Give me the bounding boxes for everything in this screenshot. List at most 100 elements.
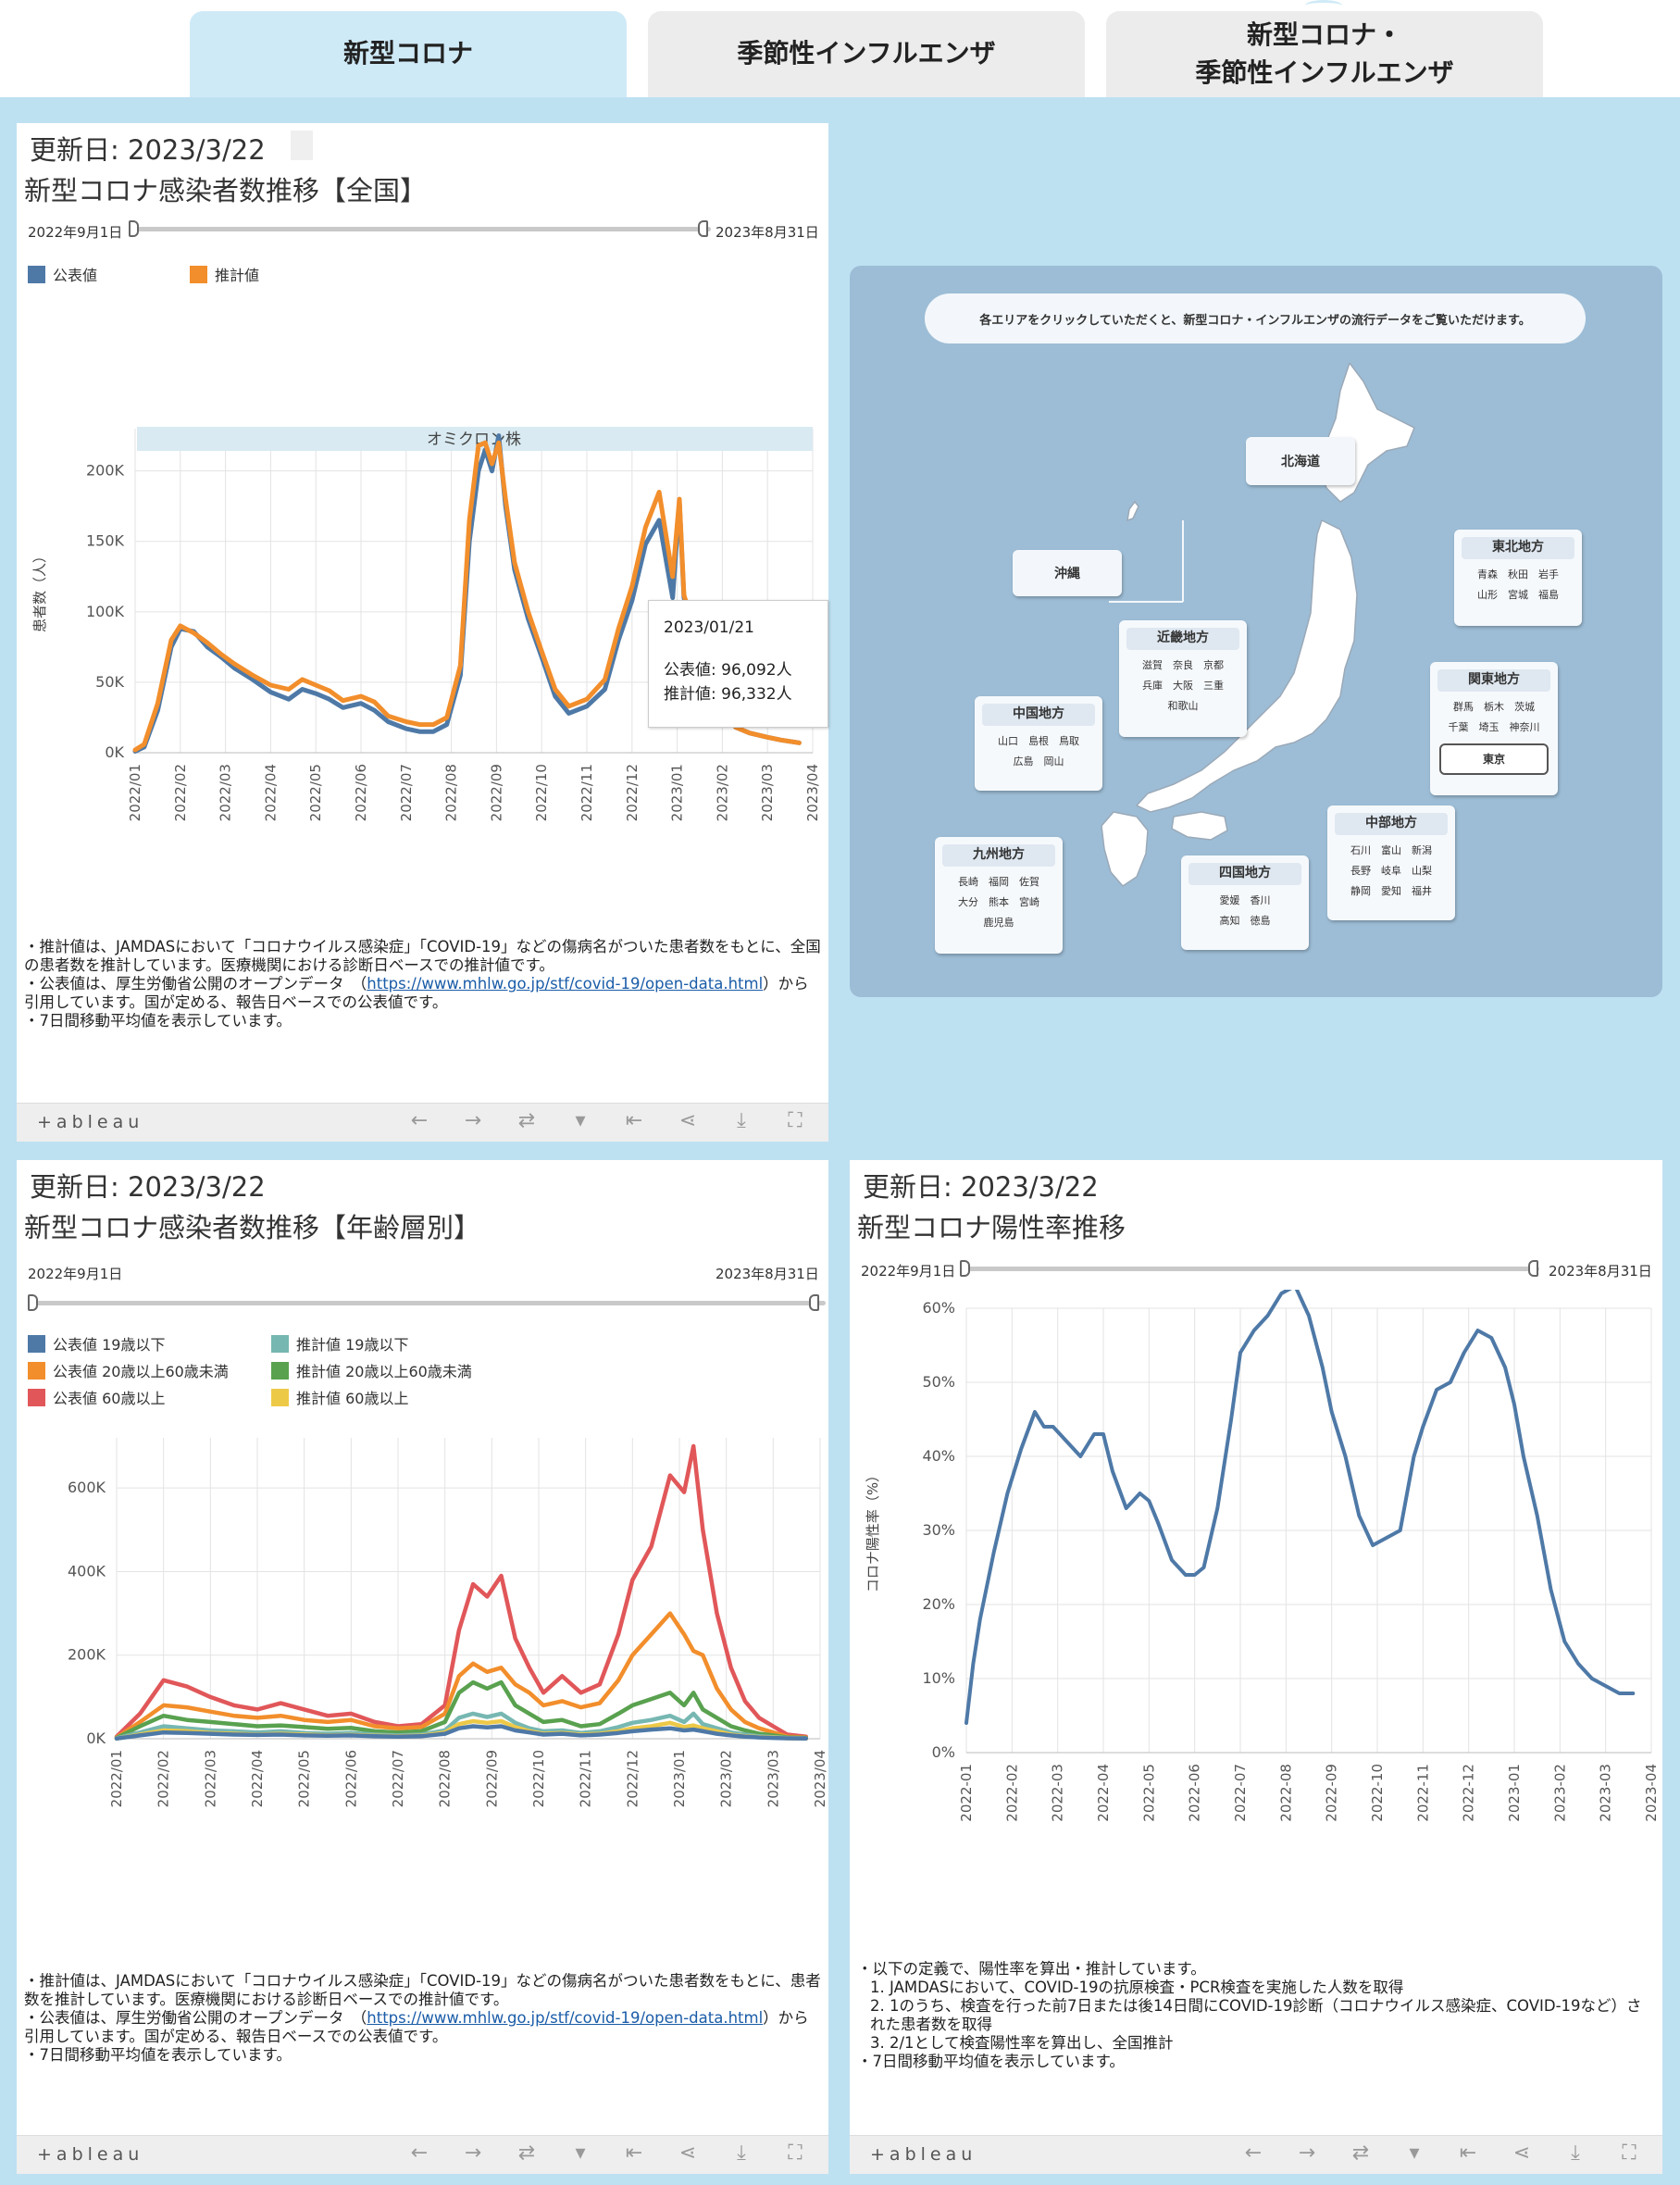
dropdown-icon[interactable]: ▾ — [575, 1109, 586, 1132]
dropdown-icon[interactable]: ▾ — [1409, 2141, 1420, 2165]
y-tick-label: 100K — [86, 603, 125, 620]
region-hokkaido-label: 北海道 — [1281, 455, 1320, 469]
share-icon[interactable]: ⋖ — [1512, 2141, 1531, 2165]
y-tick-label: 40% — [922, 1447, 955, 1465]
legend-item[interactable]: 推計値 19歳以下 — [271, 1332, 408, 1355]
annotation-label: オミクロン株 — [427, 431, 521, 449]
region-hokkaido[interactable]: 北海道 — [1246, 437, 1355, 485]
revert-icon[interactable]: ⇄ — [517, 2141, 536, 2165]
fullscreen-icon[interactable]: ⛶ — [788, 1109, 803, 1132]
y-axis-title: 患者数（人） — [31, 549, 48, 632]
share-icon[interactable]: ⋖ — [678, 2141, 697, 2165]
undo-icon[interactable]: ← — [1244, 2141, 1263, 2165]
tab-covid-influenza[interactable]: 新型コロナ・ 季節性インフルエンザ — [1106, 11, 1543, 97]
x-tick-label: 2023-01 — [1506, 1764, 1523, 1822]
y-tick-label: 600K — [68, 1479, 106, 1496]
x-tick-label: 2023/01 — [671, 1750, 688, 1807]
dropdown-icon[interactable]: ▾ — [575, 2141, 586, 2165]
redo-icon[interactable]: → — [1298, 2141, 1316, 2165]
region-prefs: 静岡 愛知 福井 — [1350, 885, 1432, 897]
reset-icon[interactable]: ⇤ — [625, 1109, 643, 1132]
x-tick-label: 2023/03 — [759, 764, 776, 821]
reset-icon[interactable]: ⇤ — [625, 2141, 643, 2165]
region-chubu[interactable]: 中部地方 石川 富山 新潟 長野 岐阜 山梨 静岡 愛知 福井 — [1327, 805, 1455, 920]
region-chugoku[interactable]: 中国地方 山口 島根 鳥取 広島 岡山 — [975, 696, 1102, 791]
download-icon[interactable]: ⤓ — [737, 1109, 746, 1132]
y-axis-title: コロナ陽性率（%） — [865, 1468, 881, 1592]
region-name: 東北地方 — [1462, 537, 1574, 559]
x-tick-label: 2022/12 — [624, 1750, 641, 1807]
legend-label: 推計値 60歳以上 — [296, 1390, 409, 1407]
redo-icon[interactable]: → — [464, 1109, 482, 1132]
slider-end-date: 2023年8月31日 — [1549, 1263, 1652, 1280]
panel-title: 新型コロナ感染者数推移【年齢層別】 — [24, 1212, 481, 1243]
revert-icon[interactable]: ⇄ — [517, 1109, 536, 1132]
x-tick-label: 2022/03 — [218, 764, 234, 821]
share-icon[interactable]: ⋖ — [678, 1109, 697, 1132]
legend-label: 推計値 20歳以上60歳未満 — [296, 1363, 472, 1380]
x-tick-label: 2022/09 — [483, 1750, 500, 1807]
x-tick-label: 2022-09 — [1324, 1764, 1340, 1822]
region-prefs: 滋賀 奈良 京都 — [1142, 659, 1224, 671]
national-cases-panel: 更新日: 2023/3/22 新型コロナ感染者数推移【全国】 2022年9月1日… — [17, 123, 828, 1142]
revert-icon[interactable]: ⇄ — [1351, 2141, 1370, 2165]
legend-label: 公表値 19歳以下 — [53, 1336, 166, 1354]
legend-item[interactable]: 推計値 20歳以上60歳未満 — [271, 1359, 472, 1381]
tab-influenza[interactable]: 季節性インフルエンザ — [648, 11, 1085, 97]
region-shikoku[interactable]: 四国地方 愛媛 香川 高知 徳島 — [1181, 855, 1309, 950]
y-tick-label: 200K — [86, 462, 125, 480]
map-honshu — [1135, 518, 1358, 813]
date-slider-track[interactable] — [134, 227, 711, 231]
date-slider-end-handle[interactable] — [698, 220, 708, 237]
region-kanto[interactable]: 関東地方 群馬 栃木 茨城 千葉 埼玉 神奈川 東京 — [1430, 662, 1558, 795]
tab-influenza-label: 季節性インフルエンザ — [737, 38, 996, 69]
age-group-chart[interactable]: 2022/01 2022/02 2022/03 2022/04 2022/05 2022/… — [17, 1410, 828, 1901]
date-slider-track[interactable] — [28, 1301, 826, 1305]
positivity-rate-chart[interactable]: 2022-01 2022-02 2022-03 2022-04 2022-05 2022-… — [850, 1290, 1662, 1892]
download-icon[interactable]: ⤓ — [1571, 2141, 1580, 2165]
note-official: ・公表値は、厚生労働省公開のオープンデータ （https://www.mhlw.… — [24, 2009, 809, 2045]
legend-item[interactable]: 公表値 19歳以下 — [28, 1332, 165, 1355]
legend-label: 公表値 60歳以上 — [53, 1390, 166, 1407]
region-kyushu[interactable]: 九州地方 長崎 福岡 佐賀 大分 熊本 宮崎 鹿児島 — [935, 837, 1063, 954]
x-tick-label: 2023-02 — [1551, 1764, 1568, 1822]
slider-start-date: 2022年9月1日 — [28, 1266, 123, 1282]
legend-item[interactable]: 公表値 20歳以上60歳未満 — [28, 1359, 229, 1381]
tab-covid[interactable]: 新型コロナ — [190, 11, 627, 97]
date-slider-track[interactable] — [965, 1267, 1539, 1271]
tableau-logo: +ableau — [37, 1112, 144, 1132]
y-tick-label: 0% — [932, 1743, 955, 1761]
date-slider-end-handle[interactable] — [809, 1294, 819, 1311]
date-slider-start-handle[interactable] — [129, 220, 139, 237]
download-icon[interactable]: ⤓ — [737, 2141, 746, 2165]
x-tick-label: 2022-02 — [1003, 1764, 1020, 1822]
note-step-1: 1. JAMDASにおいて、COVID-19の抗原検査・PCR検査を実施した人数… — [870, 1979, 1404, 1996]
slider-end-date: 2023年8月31日 — [716, 1266, 819, 1282]
undo-icon[interactable]: ← — [410, 2141, 429, 2165]
legend-item[interactable]: 公表値 60歳以上 — [28, 1386, 165, 1408]
japan-map[interactable] — [1063, 363, 1451, 918]
date-slider-end-handle[interactable] — [1528, 1260, 1538, 1277]
region-okinawa[interactable]: 沖縄 — [1013, 550, 1122, 596]
legend-item[interactable]: 推計値 — [190, 263, 259, 285]
tokyo-button[interactable]: 東京 — [1439, 743, 1549, 775]
legend-label: 公表値 20歳以上60歳未満 — [53, 1363, 229, 1380]
slider-start-date: 2022年9月1日 — [861, 1263, 956, 1280]
region-kinki[interactable]: 近畿地方 滋賀 奈良 京都 兵庫 大阪 三重 和歌山 — [1119, 620, 1247, 737]
fullscreen-icon[interactable]: ⛶ — [1622, 2141, 1636, 2165]
region-tohoku[interactable]: 東北地方 青森 秋田 岩手 山形 宮城 福島 — [1454, 530, 1582, 626]
open-data-link[interactable]: https://www.mhlw.go.jp/stf/covid-19/open… — [367, 2009, 764, 2027]
legend-item[interactable]: 推計値 60歳以上 — [271, 1386, 408, 1408]
note-official: ・公表値は、厚生労働省公開のオープンデータ （https://www.mhlw.… — [24, 975, 809, 1011]
fullscreen-icon[interactable]: ⛶ — [788, 2141, 803, 2165]
redo-icon[interactable]: → — [464, 2141, 482, 2165]
x-tick-label: 2022/07 — [390, 1750, 406, 1807]
legend-item[interactable]: 公表値 — [28, 263, 97, 285]
date-slider-start-handle[interactable] — [28, 1294, 38, 1311]
open-data-link[interactable]: https://www.mhlw.go.jp/stf/covid-19/open… — [367, 975, 764, 993]
reset-icon[interactable]: ⇤ — [1459, 2141, 1477, 2165]
slider-start-date: 2022年9月1日 — [28, 224, 123, 241]
undo-icon[interactable]: ← — [410, 1109, 429, 1132]
date-slider-start-handle[interactable] — [960, 1260, 970, 1277]
x-tick-label: 2022/10 — [533, 764, 550, 821]
